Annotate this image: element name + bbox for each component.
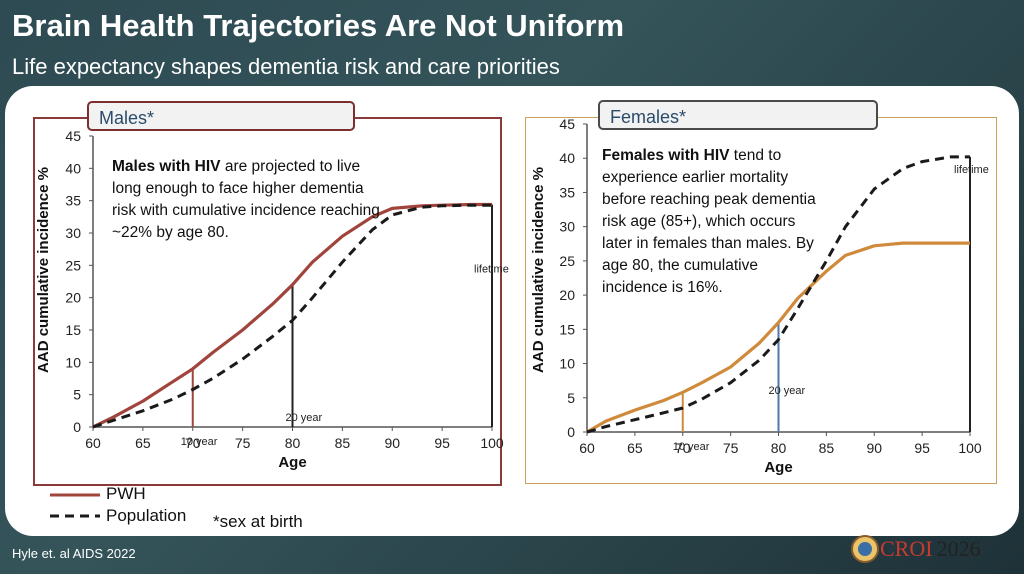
males-y-tick-label: 5 — [73, 387, 81, 403]
females-y-tick-label: 5 — [567, 390, 575, 406]
males-y-tick-label: 0 — [73, 419, 81, 435]
females-y-tick-label: 45 — [559, 116, 575, 132]
males-x-tick-label: 95 — [434, 435, 450, 451]
females-marker-label: lifetime — [954, 164, 989, 176]
males-tab: Males* — [87, 101, 355, 131]
females-series-pwh-line — [586, 241, 970, 434]
legend-swatches — [50, 493, 100, 518]
females-x-tick-label: 60 — [579, 440, 595, 456]
females-x-axis-label: Age — [764, 459, 792, 476]
females-y-tick-label: 25 — [559, 253, 575, 269]
males-x-tick-label: 70 — [185, 435, 201, 451]
females-note-text: tend to experience earlier mortality bef… — [602, 147, 816, 296]
croi-logo: CROI 2026 — [850, 532, 981, 566]
females-x-tick-label: 75 — [723, 440, 739, 456]
females-series-population-line — [586, 155, 970, 434]
males-y-axis-label: AAD cumulative incidence % — [35, 167, 52, 373]
males-y-tick-label: 25 — [65, 257, 81, 273]
legend-pwh-label: PWH — [106, 484, 146, 503]
males-y-tick-label: 10 — [65, 354, 81, 370]
females-x-tick-label: 85 — [819, 440, 835, 456]
slide-subtitle: Life expectancy shapes dementia risk and… — [12, 54, 560, 79]
females-y-tick-label: 20 — [559, 287, 575, 303]
females-marker-label: 10 year — [673, 441, 710, 453]
slide-title: Brain Health Trajectories Are Not Unifor… — [12, 8, 625, 43]
males-y-tick-label: 15 — [65, 322, 81, 338]
males-note-text: are projected to live long enough to fac… — [112, 158, 380, 241]
females-x-tick-label: 80 — [771, 440, 787, 456]
females-note: Females with HIV tend to experience earl… — [602, 145, 817, 299]
citation: Hyle et. al AIDS 2022 — [12, 546, 136, 561]
females-y-tick-label: 10 — [559, 356, 575, 372]
males-y-tick-label: 20 — [65, 290, 81, 306]
males-marker-label: 20 year — [286, 412, 323, 424]
males-marker-label: 10 year — [181, 436, 218, 448]
females-y-axis-label: AAD cumulative incidence % — [530, 167, 547, 373]
females-y-tick-label: 15 — [559, 321, 575, 337]
males-x-axis-label: Age — [278, 454, 306, 471]
males-y-tick-label: 40 — [65, 160, 81, 176]
males-note-bold: Males with HIV — [112, 158, 221, 175]
males-x-tick-label: 90 — [384, 435, 400, 451]
legend-population-label: Population — [106, 506, 187, 525]
males-series-population-line — [92, 203, 492, 429]
females-x-tick-label: 95 — [914, 440, 930, 456]
males-note: Males with HIV are projected to live lon… — [112, 156, 387, 244]
females-y-tick-label: 35 — [559, 184, 575, 200]
females-x-tick-label: 90 — [866, 440, 882, 456]
croi-logo-year: 2026 — [936, 536, 981, 561]
males-y-tick-label: 45 — [65, 128, 81, 144]
females-x-tick-label: 100 — [958, 440, 982, 456]
females-note-bold: Females with HIV — [602, 147, 730, 164]
males-y-tick-label: 35 — [65, 193, 81, 209]
males-x-tick-label: 80 — [285, 435, 301, 451]
males-y-tick-label: 30 — [65, 225, 81, 241]
females-y-tick-label: 30 — [559, 219, 575, 235]
females-x-tick-label: 65 — [627, 440, 643, 456]
males-x-tick-label: 65 — [135, 435, 151, 451]
females-y-tick-label: 0 — [567, 424, 575, 440]
croi-logo-text: CROI — [880, 536, 933, 561]
females-x-tick-label: 70 — [675, 440, 691, 456]
females-marker-label: 20 year — [769, 385, 806, 397]
females-tab: Females* — [598, 100, 878, 130]
males-x-tick-label: 85 — [335, 435, 351, 451]
males-panel — [33, 117, 502, 486]
males-x-tick-label: 75 — [235, 435, 251, 451]
males-marker-label: lifetime — [474, 264, 509, 276]
males-x-tick-label: 60 — [85, 435, 101, 451]
croi-seal-icon — [851, 535, 879, 563]
sex-at-birth-footnote: *sex at birth — [213, 512, 303, 531]
males-x-tick-label: 100 — [480, 435, 504, 451]
females-y-tick-label: 40 — [559, 150, 575, 166]
